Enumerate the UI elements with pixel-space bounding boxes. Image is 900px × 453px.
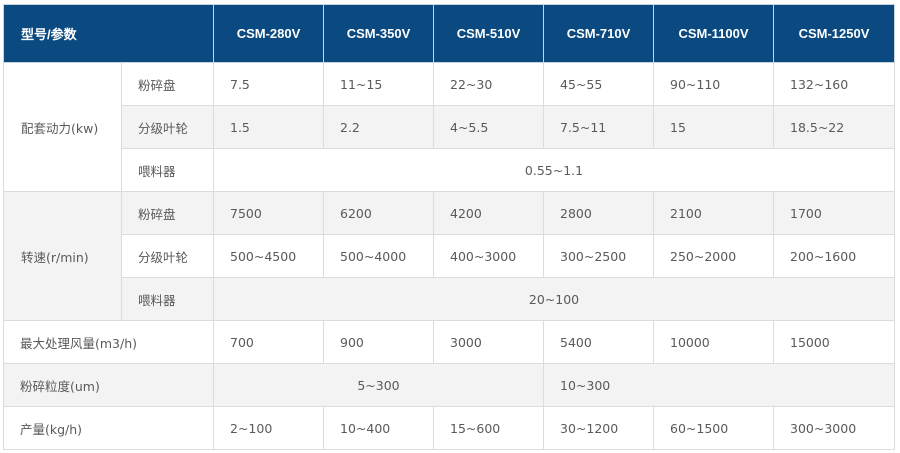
group-label-speed: 转速(r/min) [3,191,122,321]
cell: 5400 [543,320,654,364]
table-row: 喂料器 20~100 [4,277,895,321]
cell: 700 [213,320,324,364]
cell: 60~1500 [653,406,774,450]
cell: 400~3000 [433,234,544,278]
header-row: 型号/参数 CSM-280V CSM-350V CSM-510V CSM-710… [3,4,895,63]
span-cell: 10~300 [543,363,895,407]
cell: 90~110 [653,62,774,106]
cell: 7.5~11 [543,105,654,149]
cell: 2~100 [213,406,324,450]
cell: 2.2 [323,105,434,149]
cell: 45~55 [543,62,654,106]
cell: 4200 [433,191,544,235]
table-row: 分级叶轮 1.5 2.2 4~5.5 7.5~11 15 18.5~22 [4,105,895,149]
spec-table-container: 型号/参数 CSM-280V CSM-350V CSM-510V CSM-710… [3,4,895,450]
cell: 10000 [653,320,774,364]
header-model: CSM-1100V [653,4,774,63]
table-row: 产量(kg/h) 2~100 10~400 15~600 30~1200 60~… [3,406,895,450]
span-cell: 5~300 [213,363,544,407]
sub-label: 分级叶轮 [121,105,214,149]
span-cell: 20~100 [213,277,895,321]
cell: 2800 [543,191,654,235]
table-row: 分级叶轮 500~4500 500~4000 400~3000 300~2500… [4,234,895,278]
cell: 300~2500 [543,234,654,278]
cell: 500~4000 [323,234,434,278]
header-model: CSM-1250V [773,4,895,63]
cell: 300~3000 [773,406,895,450]
cell: 6200 [323,191,434,235]
cell: 132~160 [773,62,895,106]
header-model: CSM-350V [323,4,434,63]
cell: 250~2000 [653,234,774,278]
sub-label: 喂料器 [121,277,214,321]
sub-label: 粉碎盘 [121,62,214,106]
cell: 15000 [773,320,895,364]
cell: 200~1600 [773,234,895,278]
table-row: 最大处理风量(m3/h) 700 900 3000 5400 10000 150… [3,320,895,364]
spec-table: 型号/参数 CSM-280V CSM-350V CSM-510V CSM-710… [3,4,895,450]
cell: 1700 [773,191,895,235]
cell: 10~400 [323,406,434,450]
row-label-airflow: 最大处理风量(m3/h) [3,320,214,364]
cell: 15 [653,105,774,149]
cell: 18.5~22 [773,105,895,149]
cell: 2100 [653,191,774,235]
cell: 7500 [213,191,324,235]
header-corner: 型号/参数 [3,4,214,63]
cell: 11~15 [323,62,434,106]
cell: 15~600 [433,406,544,450]
header-model: CSM-280V [213,4,324,63]
sub-label: 粉碎盘 [121,191,214,235]
row-label-fineness: 粉碎粒度(um) [3,363,214,407]
header-model: CSM-710V [543,4,654,63]
cell: 4~5.5 [433,105,544,149]
row-label-output: 产量(kg/h) [3,406,214,450]
cell: 7.5 [213,62,324,106]
table-row: 转速(r/min) 粉碎盘 7500 6200 4200 2800 2100 1… [3,191,895,321]
cell: 900 [323,320,434,364]
cell: 30~1200 [543,406,654,450]
sub-label: 喂料器 [121,148,214,192]
group-label-power: 配套动力(kw) [3,62,122,192]
sub-label: 分级叶轮 [121,234,214,278]
table-row: 喂料器 0.55~1.1 [4,148,895,192]
cell: 3000 [433,320,544,364]
cell: 500~4500 [213,234,324,278]
cell: 22~30 [433,62,544,106]
table-row: 粉碎粒度(um) 5~300 10~300 [3,363,895,407]
cell: 1.5 [213,105,324,149]
span-cell: 0.55~1.1 [213,148,895,192]
table-row: 配套动力(kw) 粉碎盘 7.5 11~15 22~30 45~55 90~11… [3,62,895,192]
header-model: CSM-510V [433,4,544,63]
